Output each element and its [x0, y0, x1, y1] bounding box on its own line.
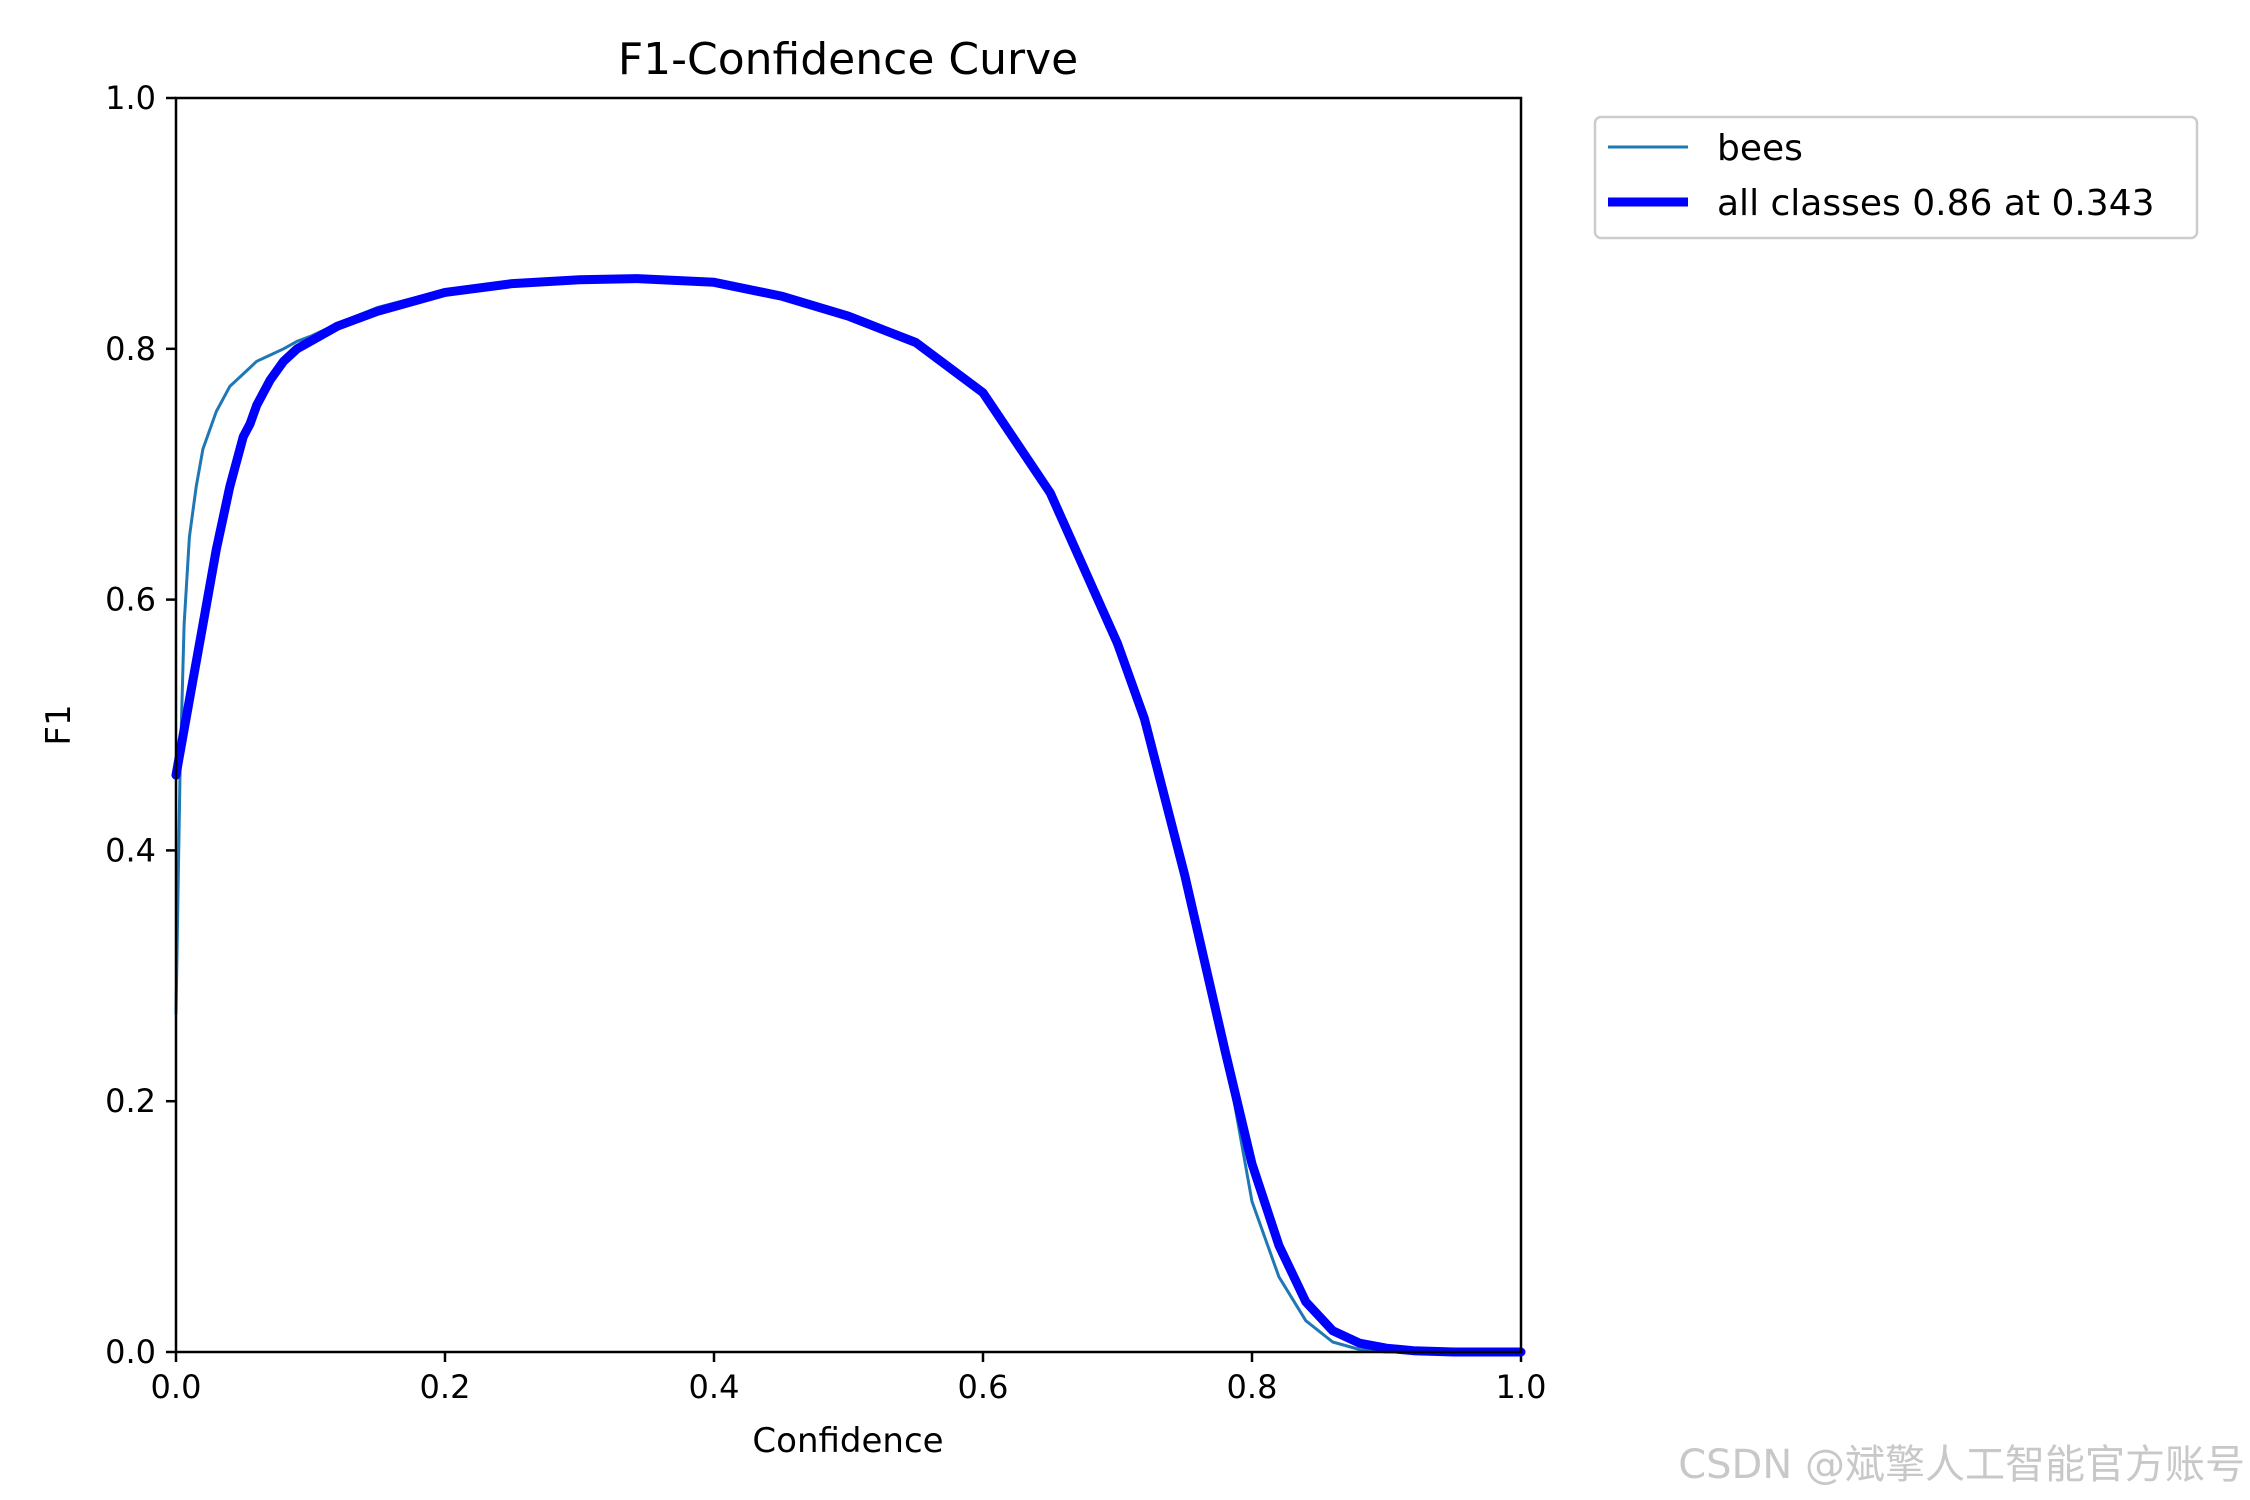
- series-line-all-classes: [171, 274, 1526, 1357]
- x-tick-label: 0.4: [689, 1368, 740, 1406]
- legend-box: [1593, 115, 2199, 240]
- watermark: CSDN @斌擎人工智能官方账号: [1678, 1442, 2245, 1488]
- x-tick-label: 0.2: [420, 1368, 471, 1406]
- legend: bees all classes 0.86 at 0.343: [1593, 115, 2199, 240]
- x-axis-label: Confidence: [752, 1421, 943, 1461]
- y-tick-label: 0.0: [105, 1333, 156, 1371]
- chart-title: F1-Confidence Curve: [618, 34, 1078, 85]
- y-tick-label: 1.0: [105, 79, 156, 117]
- y-tick-label: 0.4: [105, 831, 156, 869]
- series-layer: [171, 274, 1526, 1357]
- axis-ticks: 0.0 0.2 0.4 0.6 0.8 1.0 0.0 0.2 0.4 0.6 0.8 1.0: [105, 79, 1546, 1406]
- legend-label-all-classes: all classes 0.86 at 0.343: [1717, 183, 2155, 224]
- y-tick-label: 0.6: [105, 581, 156, 619]
- x-tick-label: 0.0: [151, 1368, 202, 1406]
- x-tick-label: 0.8: [1227, 1368, 1278, 1406]
- y-tick-label: 0.2: [105, 1082, 156, 1120]
- x-tick-label: 1.0: [1496, 1368, 1547, 1406]
- legend-label-bees: bees: [1717, 128, 1803, 169]
- x-tick-label: 0.6: [958, 1368, 1009, 1406]
- plot-frame: [174, 96, 1523, 1354]
- y-axis-label: F1: [39, 704, 79, 745]
- y-tick-label: 0.8: [105, 330, 156, 368]
